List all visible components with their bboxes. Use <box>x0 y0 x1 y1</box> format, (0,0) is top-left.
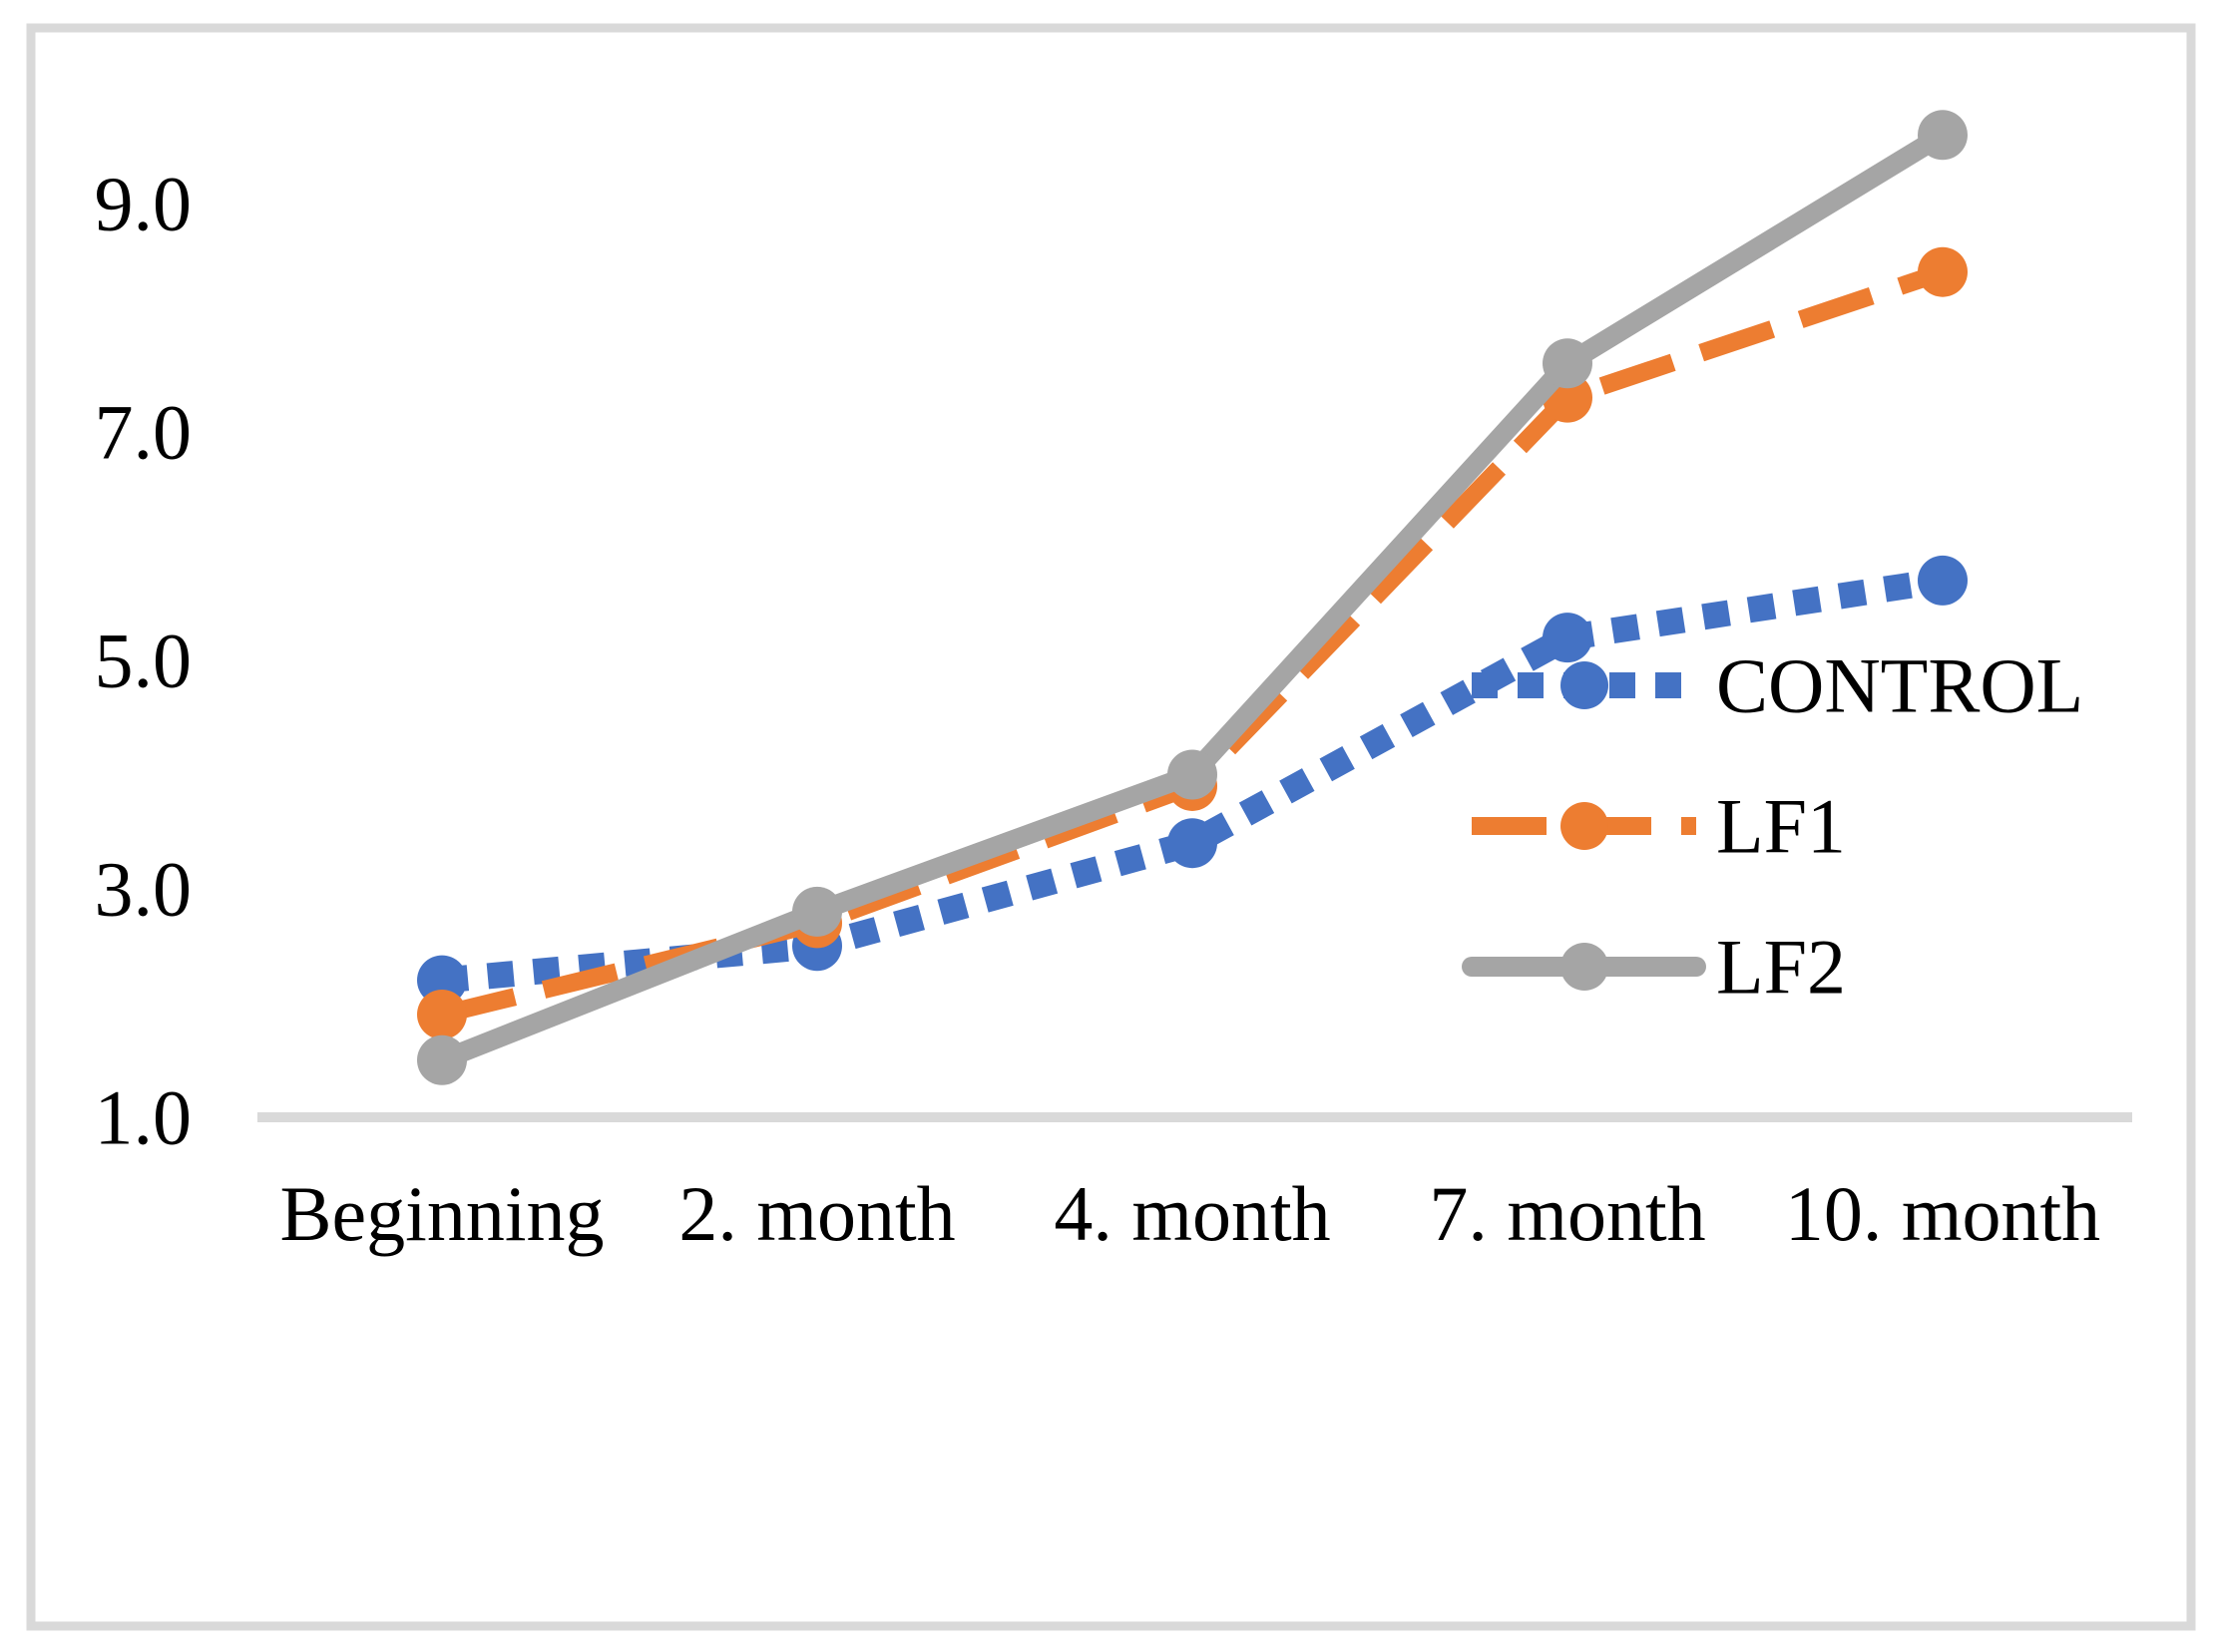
legend-label: CONTROL <box>1716 642 2083 729</box>
y-tick-label: 1.0 <box>95 1074 193 1161</box>
data-point-marker <box>1918 555 1968 606</box>
legend-item-lf1: LF1 <box>1472 783 1846 870</box>
x-category-label: 7. month <box>1429 1170 1705 1257</box>
data-point-marker <box>1543 338 1592 389</box>
y-axis-tick-labels: 9.0 7.0 5.0 3.0 1.0 <box>95 161 193 1161</box>
data-point-marker <box>417 1034 467 1085</box>
data-point-marker <box>1918 246 1968 297</box>
x-category-label: 2. month <box>678 1170 955 1257</box>
legend-item-control: CONTROL <box>1472 642 2083 729</box>
data-point-marker <box>1167 749 1217 800</box>
y-tick-label: 7.0 <box>95 389 193 476</box>
y-tick-label: 5.0 <box>95 618 193 704</box>
data-point-marker <box>417 955 467 1006</box>
data-series-lines <box>417 110 1968 1085</box>
legend-sample-marker <box>1560 661 1608 709</box>
x-axis-category-labels: Beginning 2. month 4. month 7. month 10. mon… <box>280 1170 2101 1257</box>
x-category-label: 4. month <box>1054 1170 1330 1257</box>
data-point-marker <box>417 989 467 1039</box>
data-point-marker <box>792 886 842 937</box>
y-tick-label: 3.0 <box>95 846 193 933</box>
figure-border <box>26 23 2196 1631</box>
y-tick-label: 9.0 <box>95 161 193 247</box>
series-lf2 <box>417 110 1968 1085</box>
legend: CONTROL LF1 LF2 <box>1462 642 2083 1011</box>
x-category-label: Beginning <box>280 1170 605 1257</box>
legend-sample-marker <box>1560 943 1608 991</box>
legend-label: LF1 <box>1716 783 1846 870</box>
legend-item-lf2: LF2 <box>1462 924 1846 1011</box>
legend-sample-marker <box>1560 802 1608 850</box>
x-category-label: 10. month <box>1785 1170 2100 1257</box>
data-point-marker <box>1918 110 1968 161</box>
legend-label: LF2 <box>1716 924 1846 1011</box>
data-point-marker <box>1543 613 1592 663</box>
data-point-marker <box>1167 818 1217 869</box>
